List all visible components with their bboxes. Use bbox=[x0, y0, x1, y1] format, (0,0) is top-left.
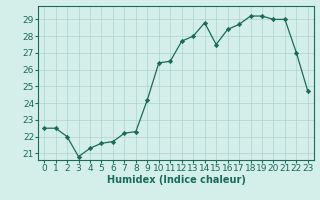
X-axis label: Humidex (Indice chaleur): Humidex (Indice chaleur) bbox=[107, 175, 245, 185]
